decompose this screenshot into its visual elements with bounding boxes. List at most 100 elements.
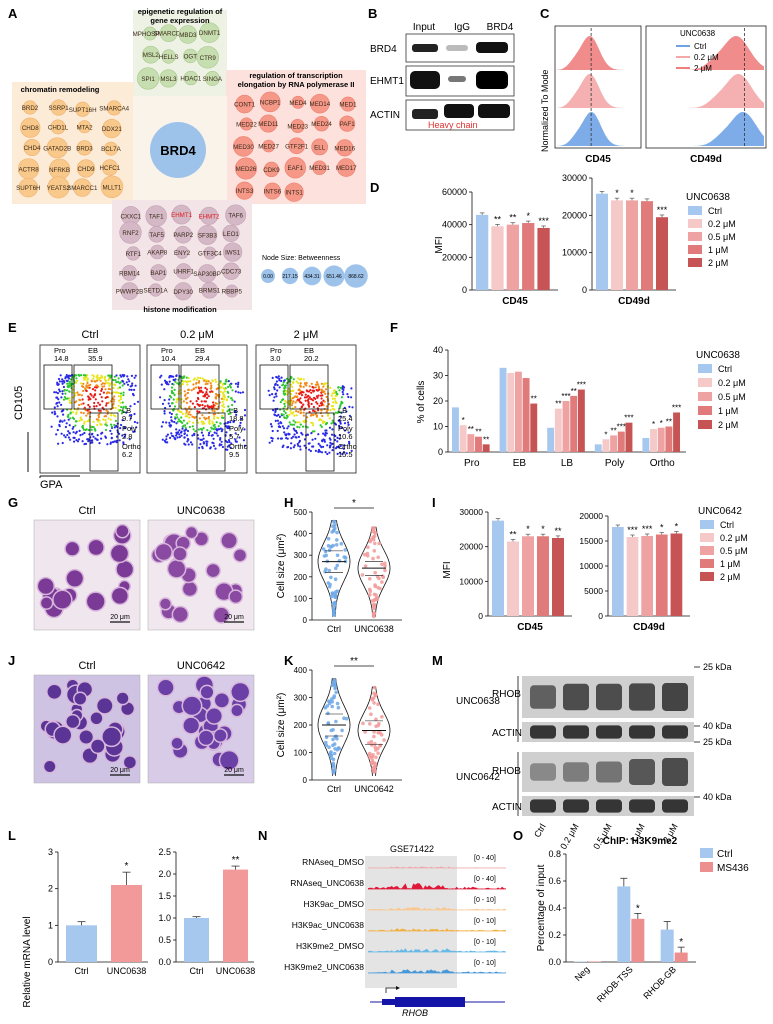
violin-point (383, 564, 387, 568)
flow-event (284, 386, 287, 389)
violin-point (332, 520, 336, 524)
flow-event (93, 405, 96, 408)
network-node (288, 137, 305, 155)
flow-event (268, 394, 271, 397)
node-label: OGT (184, 53, 198, 60)
flow-event (297, 377, 300, 380)
node-label: MED16 (334, 145, 355, 152)
flow-event (347, 395, 350, 399)
lane-label: Ctrl (532, 822, 548, 839)
y-tick-label: 200 (294, 721, 308, 730)
violin-point (383, 561, 387, 566)
flow-event (127, 378, 130, 381)
bar (562, 401, 570, 452)
node-label: SETD1A (144, 287, 169, 294)
flow-event (271, 429, 274, 433)
flow-event (121, 434, 124, 437)
flow-event (298, 392, 301, 396)
flow-event (184, 415, 187, 418)
flow-event (322, 391, 325, 394)
violin-point (374, 717, 378, 722)
flow-event (187, 443, 190, 446)
flow-event (91, 374, 94, 377)
flow-event (330, 394, 333, 397)
flow-event (87, 418, 91, 421)
node-label: CONT1 (234, 102, 256, 109)
gate-name: Poly (338, 424, 353, 433)
flow-event (200, 400, 203, 403)
network-node (175, 263, 192, 280)
flow-event (189, 441, 193, 444)
flow-event (117, 377, 120, 380)
flow-event (178, 436, 181, 439)
flow-event (172, 435, 175, 438)
flow-event (66, 382, 69, 385)
flow-event (103, 415, 106, 418)
flow-event (343, 444, 346, 447)
flow-event (120, 412, 123, 415)
flow-event (210, 384, 213, 387)
node-label: MED17 (336, 165, 357, 172)
track-range: [0 - 10] (474, 960, 496, 967)
flow-event (201, 422, 204, 425)
flow-event (83, 431, 86, 435)
flow-event (326, 452, 329, 456)
flow-event (166, 383, 169, 386)
flow-event (130, 374, 133, 377)
violin-outline (334, 678, 351, 776)
flow-event (186, 434, 189, 437)
flow-event (299, 382, 302, 385)
node-label: TAF6 (228, 213, 243, 220)
legend-title: UNC0642 (698, 506, 742, 517)
track-range: [0 - 10] (474, 939, 496, 946)
node-label: CHD8 (22, 125, 39, 132)
violin-point (376, 751, 380, 755)
network-node (197, 225, 218, 245)
flow-event (333, 408, 336, 411)
flow-event (199, 438, 202, 441)
flow-event (64, 436, 67, 439)
blot-band (629, 683, 655, 711)
flow-event (182, 425, 185, 428)
violin-point (329, 545, 333, 549)
flow-event (341, 453, 344, 456)
flow-event (81, 433, 84, 436)
flow-event (82, 412, 85, 415)
flow-event (298, 399, 301, 402)
flow-event (112, 414, 115, 417)
flow-event (69, 438, 72, 441)
flow-event (188, 416, 191, 419)
flow-event (97, 416, 100, 419)
legend-label: Ctrl (720, 520, 734, 530)
flow-event (173, 420, 176, 424)
bar (499, 367, 507, 452)
flow-event (303, 438, 307, 441)
flow-event (323, 382, 326, 385)
flow-event (308, 448, 311, 451)
violin-point (372, 765, 377, 769)
flow-event (339, 451, 342, 454)
flow-event (181, 412, 184, 415)
flow-event (291, 412, 294, 415)
flow-event (103, 382, 106, 385)
flow-event (95, 418, 98, 421)
flow-event (86, 381, 89, 385)
violin-point (326, 721, 331, 726)
flow-event (184, 443, 187, 446)
violin-point (333, 682, 337, 687)
bar (111, 885, 142, 962)
flow-event (338, 434, 341, 437)
flow-event (211, 422, 214, 425)
flow-event (348, 440, 351, 443)
flow-event (76, 391, 79, 394)
blot-band (596, 725, 622, 739)
blot-frame-brd4 (405, 33, 515, 63)
violin-point (378, 744, 382, 748)
flow-event (170, 375, 173, 378)
flow-event (64, 392, 67, 395)
flow-event (89, 383, 92, 386)
flow-title: 0.2 μM (180, 329, 214, 341)
network-node (203, 246, 217, 260)
significance-mark: *** (657, 205, 668, 215)
cell-nucleus (47, 684, 62, 699)
